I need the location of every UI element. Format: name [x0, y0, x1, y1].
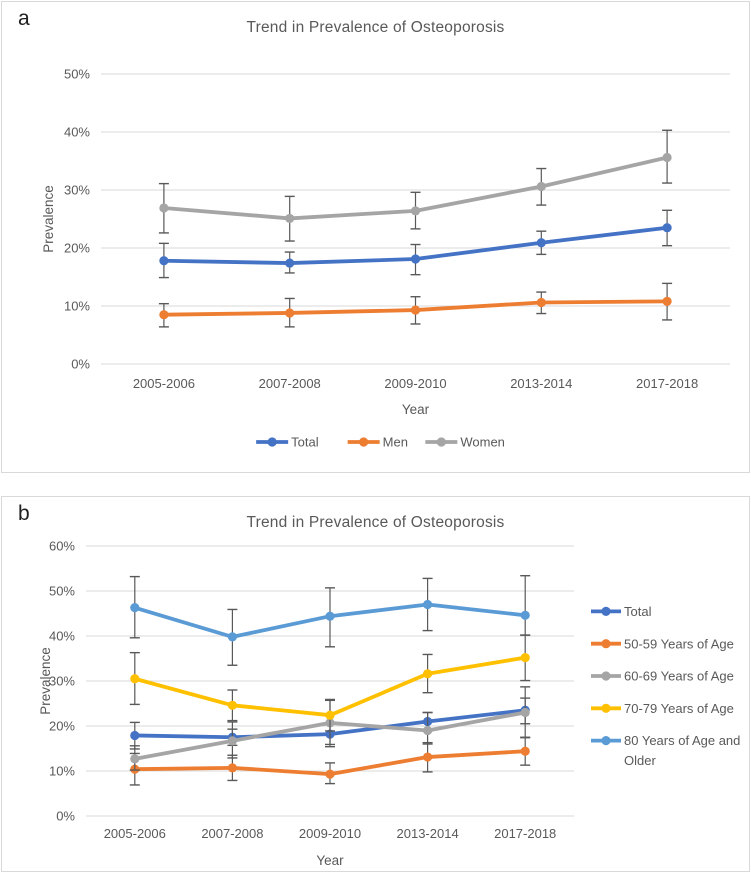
- y-tick-label: 20%: [49, 719, 75, 734]
- legend-label: 70-79 Years of Age: [624, 701, 734, 716]
- x-tick-label: 2017-2018: [636, 376, 698, 391]
- x-tick-label: 2007-2008: [201, 826, 263, 841]
- data-point-marker: [536, 181, 546, 192]
- x-tick-label: 2005-2006: [104, 826, 166, 841]
- x-axis-title: Year: [402, 402, 430, 417]
- legend-label: Total: [291, 435, 319, 450]
- legend-marker-point: [601, 639, 611, 649]
- data-point-marker: [227, 763, 237, 773]
- y-axis-title: Prevalence: [38, 647, 53, 715]
- legend-label: Women: [460, 435, 505, 450]
- panel-b-letter: b: [18, 502, 30, 525]
- data-point-marker: [285, 213, 295, 224]
- data-point-marker: [159, 310, 169, 320]
- data-point-marker: [325, 710, 335, 720]
- y-tick-label: 0%: [56, 809, 75, 824]
- data-point-marker: [662, 223, 672, 233]
- x-tick-label: 2005-2006: [133, 376, 195, 391]
- panel-b-chart: 0% 10% 20% 30% 40% 50% 60% 2005-2006 2007-2008 20…: [2, 497, 749, 871]
- legend-marker-point: [601, 606, 611, 616]
- panel-a: a Trend in Prevalence of Osteoporosis 0%…: [1, 1, 750, 473]
- x-tick-label: 2013-2014: [510, 376, 572, 391]
- y-tick-label: 40%: [64, 125, 90, 140]
- panel-a-letter: a: [18, 7, 30, 30]
- y-tick-label: 30%: [49, 674, 75, 689]
- data-point-marker: [159, 203, 169, 213]
- data-point-marker: [536, 297, 546, 308]
- data-point-marker: [227, 632, 237, 642]
- legend-label: Total: [624, 604, 652, 619]
- legend-marker-point: [601, 736, 611, 746]
- legend-marker-point: [359, 437, 369, 447]
- data-point-marker: [520, 746, 530, 756]
- data-point-marker: [130, 674, 140, 684]
- legend-marker-point: [601, 671, 611, 681]
- x-axis-title: Year: [316, 853, 344, 868]
- data-point-marker: [662, 152, 672, 163]
- data-point-marker: [285, 308, 295, 318]
- data-point-marker: [285, 258, 295, 268]
- y-tick-label: 40%: [49, 629, 75, 644]
- y-tick-label: 20%: [64, 241, 90, 256]
- data-point-marker: [423, 752, 433, 762]
- x-tick-label: 2009-2010: [384, 376, 446, 391]
- y-tick-label: 10%: [49, 764, 75, 779]
- data-point-marker: [227, 736, 237, 746]
- chart-canvas: 0% 10% 20% 30% 40% 50% 2005-2006 2007-2008 2009-…: [41, 67, 730, 450]
- x-tick-label: 2007-2008: [259, 376, 321, 391]
- data-point-marker: [423, 669, 433, 679]
- legend-label: Older: [624, 753, 656, 768]
- legend-marker-point: [267, 437, 277, 447]
- data-point-marker: [410, 206, 421, 216]
- x-tick-label: 2017-2018: [494, 826, 556, 841]
- y-tick-label: 60%: [49, 539, 75, 554]
- data-point-marker: [227, 700, 237, 710]
- data-point-marker: [662, 296, 672, 306]
- data-point-marker: [325, 769, 335, 779]
- y-tick-label: 30%: [64, 183, 90, 198]
- y-tick-label: 0%: [71, 357, 90, 372]
- data-point-marker: [130, 730, 140, 741]
- legend-marker-point: [436, 437, 446, 447]
- y-tick-label: 50%: [49, 584, 75, 599]
- data-point-marker: [325, 611, 335, 621]
- data-point-marker: [410, 254, 421, 264]
- legend-label: 50-59 Years of Age: [624, 636, 734, 651]
- chart-canvas: 0% 10% 20% 30% 40% 50% 60% 2005-2006 2007-2008 20…: [38, 539, 740, 869]
- data-point-marker: [410, 305, 421, 315]
- panel-a-title: Trend in Prevalence of Osteoporosis: [246, 19, 505, 36]
- data-point-marker: [423, 725, 433, 736]
- panel-b: b Trend in Prevalence of Osteoporosis 0%…: [1, 496, 750, 872]
- panel-b-title: Trend in Prevalence of Osteoporosis: [246, 514, 505, 531]
- y-tick-label: 50%: [64, 67, 90, 82]
- data-point-marker: [159, 256, 169, 266]
- data-point-marker: [130, 754, 140, 764]
- legend-marker-point: [601, 703, 611, 713]
- y-tick-label: 10%: [64, 299, 90, 314]
- data-point-marker: [520, 653, 530, 663]
- x-tick-label: 2009-2010: [299, 826, 361, 841]
- legend-label: Men: [383, 435, 408, 450]
- x-tick-label: 2013-2014: [397, 826, 459, 841]
- data-point-marker: [130, 603, 140, 613]
- y-axis-title: Prevalence: [41, 185, 56, 253]
- data-point-marker: [423, 599, 433, 610]
- data-point-marker: [536, 238, 546, 248]
- panel-a-chart: 0% 10% 20% 30% 40% 50% 2005-2006 2007-2008 2009-…: [2, 2, 749, 472]
- data-point-marker: [520, 610, 530, 620]
- legend-label: 80 Years of Age and: [624, 733, 740, 748]
- legend-label: 60-69 Years of Age: [624, 669, 734, 684]
- data-point-marker: [520, 707, 530, 718]
